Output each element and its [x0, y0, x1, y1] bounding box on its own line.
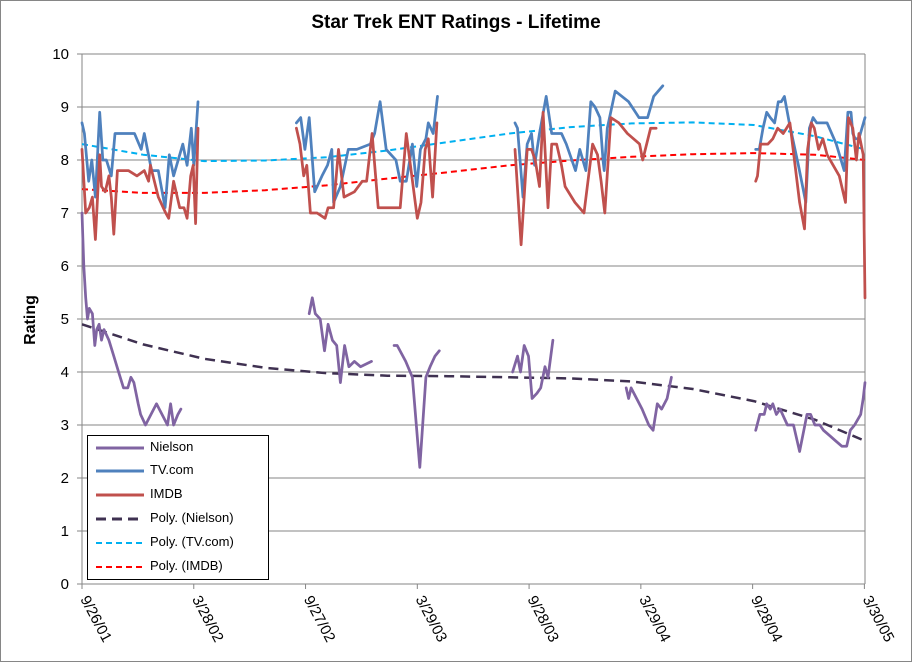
series-line-tv-com-season-2: [295, 95, 439, 204]
legend-label-tvcom: TV.com: [150, 462, 194, 477]
series-line-tv-com-season-3: [513, 84, 665, 199]
series-lines: [80, 84, 867, 469]
series-line-nielson-season-2: [307, 296, 373, 384]
trendlines: [81, 121, 866, 443]
y-tick-label: 8: [61, 152, 69, 169]
y-tick-label: 0: [61, 576, 69, 593]
series-line-imdb-season-3: [513, 110, 658, 247]
series-line-imdb-season-4: [754, 116, 867, 300]
legend-item-nielson: Nielson: [88, 436, 268, 460]
x-tick-label: 9/26/01: [76, 593, 115, 645]
x-tick-label: 3/29/04: [635, 593, 674, 645]
series-line-nielson-season-3: [392, 344, 441, 469]
gridlines: [82, 53, 865, 532]
series-line-nielson-season-1: [80, 211, 183, 427]
y-tick-label: 1: [61, 523, 69, 540]
series-line-imdb-season-2: [295, 121, 439, 220]
legend-label-poly-nielson: Poly. (Nielson): [150, 510, 234, 525]
legend-item-poly-imdb: Poly. (IMDB): [88, 555, 268, 579]
legend-item-imdb: IMDB: [88, 483, 268, 507]
series-line-imdb-season-1: [80, 126, 200, 241]
x-tick-label: 3/30/05: [859, 593, 898, 645]
chart-legend: Nielson TV.com IMDB Poly. (Nielson) Poly…: [87, 435, 269, 580]
trendline-poly-tv-com: [81, 121, 866, 163]
legend-item-tvcom: TV.com: [88, 459, 268, 483]
series-line-nielson-season-4: [511, 338, 555, 400]
legend-label-poly-tvcom: Poly. (TV.com): [150, 534, 234, 549]
x-tick-label: 3/28/02: [188, 593, 227, 645]
axes: [77, 53, 866, 589]
series-line-tv-com-season-1: [80, 100, 200, 210]
legend-label-imdb: IMDB: [150, 486, 183, 501]
legend-item-poly-nielson: Poly. (Nielson): [88, 507, 268, 531]
chart-title: Star Trek ENT Ratings - Lifetime: [311, 12, 601, 33]
legend-label-poly-imdb: Poly. (IMDB): [150, 558, 223, 573]
x-tick-label: 9/28/04: [747, 593, 786, 645]
x-tick-label: 3/29/03: [412, 593, 451, 645]
y-tick-label: 4: [61, 364, 69, 381]
x-tick-label: 9/28/03: [524, 593, 563, 645]
legend-item-poly-tvcom: Poly. (TV.com): [88, 531, 268, 555]
trendline-poly-imdb: [81, 152, 866, 194]
series-line-nielson-season-6: [754, 381, 867, 453]
x-tick-label: 9/27/02: [300, 593, 339, 645]
y-tick-label: 3: [61, 417, 69, 434]
y-tick-label: 5: [61, 311, 69, 328]
series-line-nielson-season-5: [624, 375, 673, 432]
y-tick-label: 6: [61, 258, 69, 275]
trendline-poly-nielson: [81, 323, 866, 443]
y-tick-label: 10: [52, 46, 69, 63]
legend-label-nielson: Nielson: [150, 439, 194, 454]
y-tick-label: 9: [61, 99, 69, 116]
y-tick-label: 2: [61, 470, 69, 487]
y-tick-label: 7: [61, 205, 69, 222]
